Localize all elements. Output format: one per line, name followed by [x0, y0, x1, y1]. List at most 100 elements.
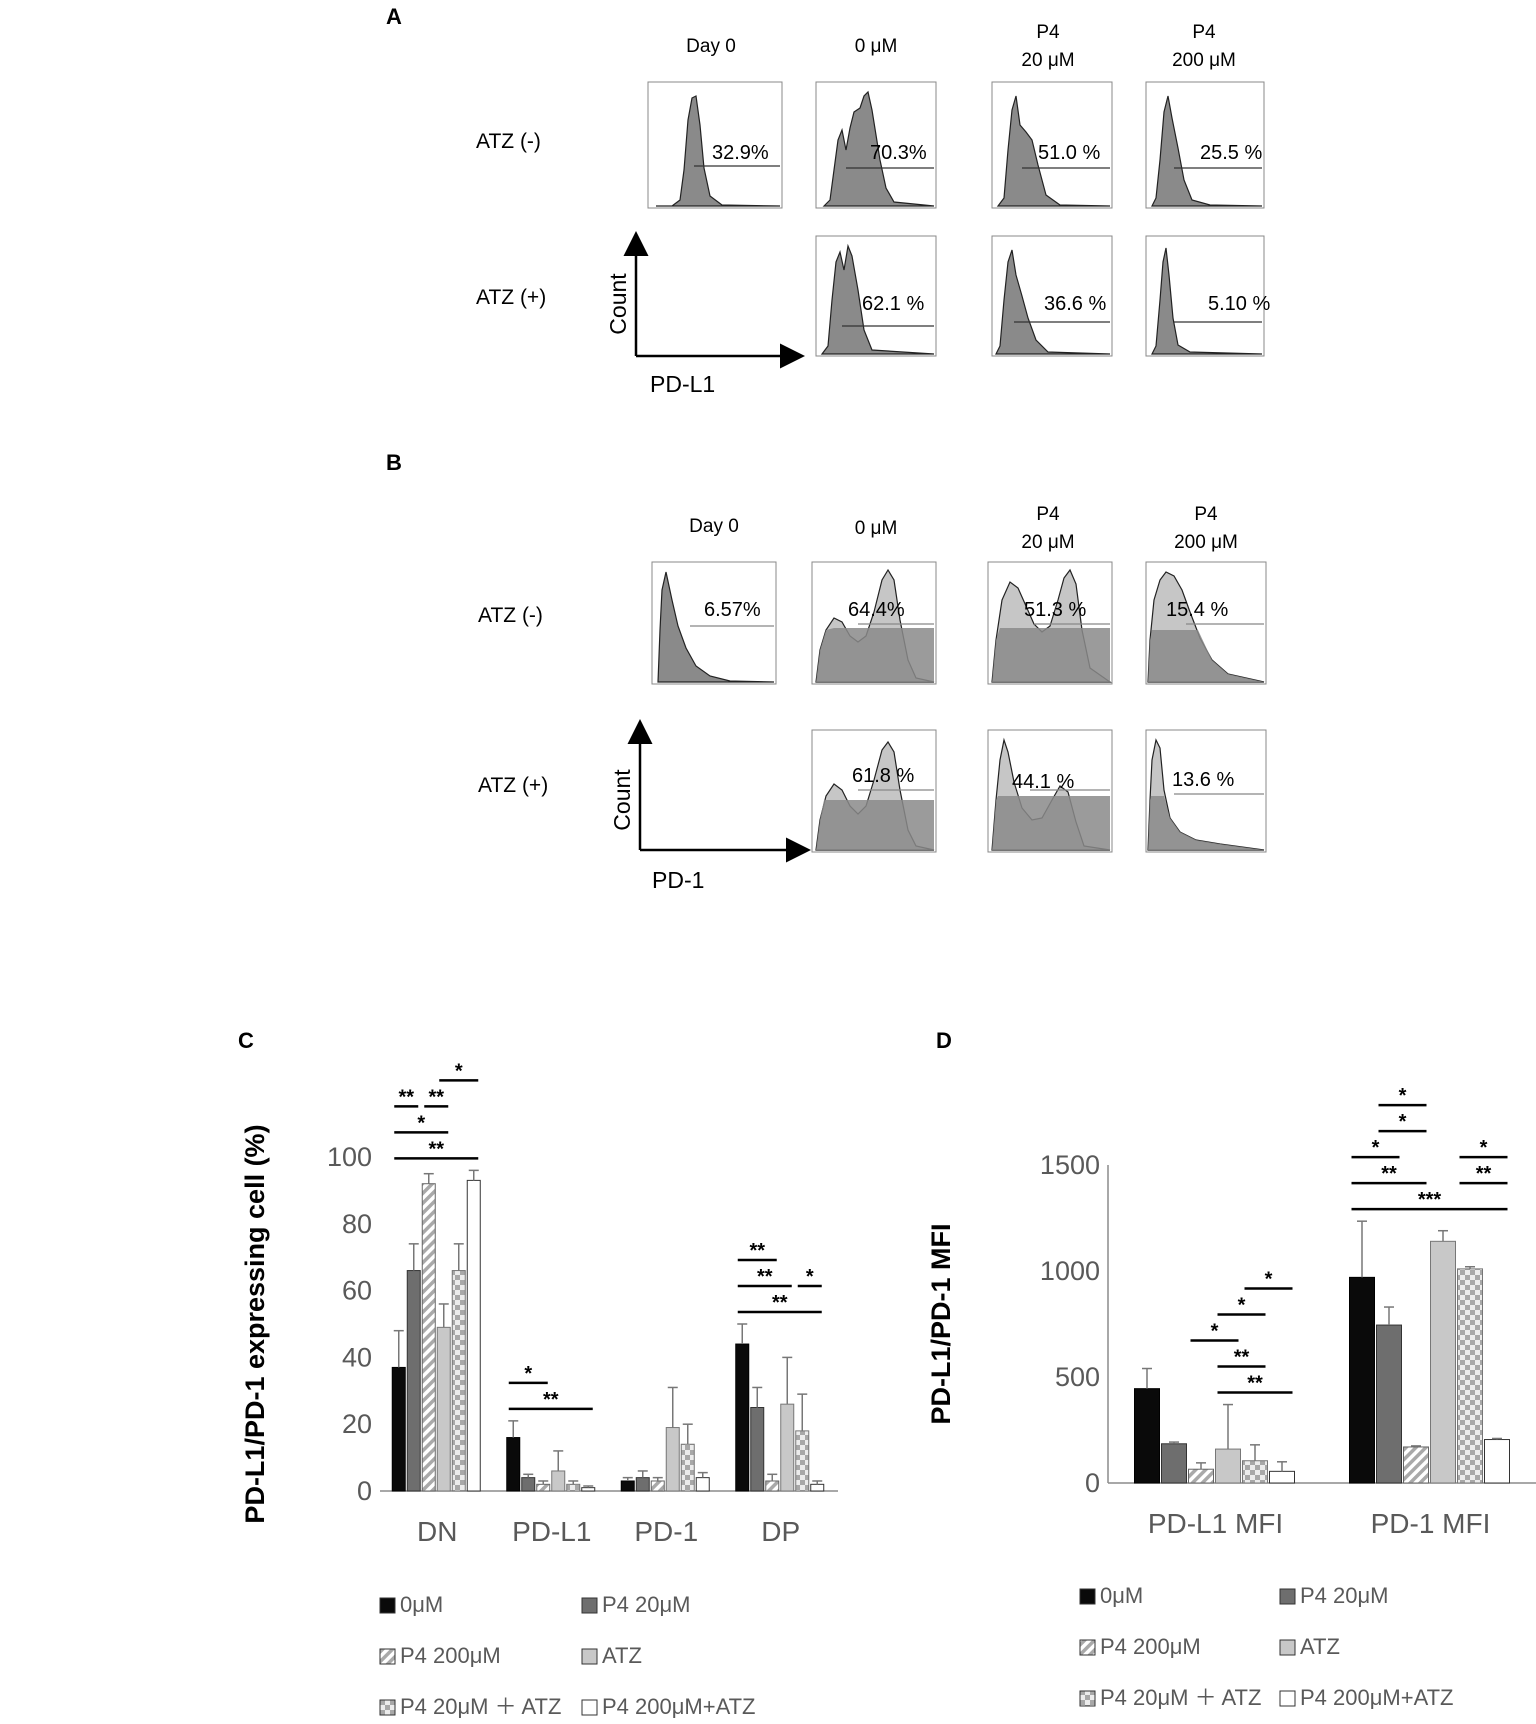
histogram-a-r2-c4: 5.10 % — [1145, 235, 1270, 357]
legend-swatch — [581, 1597, 598, 1614]
pct-a-r2-c3: 36.6 % — [1044, 293, 1106, 315]
legend-swatch — [379, 1648, 396, 1665]
y-axis-title: PD-L1/PD-1 MFI — [926, 1223, 956, 1424]
bar — [735, 1343, 750, 1492]
significance-marker: * — [806, 1266, 814, 1288]
panel-c: C 0 20 40 60 80 100 PD-L1/PD-1 expressing cell… — [238, 1028, 838, 1719]
bar — [1269, 1470, 1295, 1484]
y-tick-label: 40 — [342, 1342, 372, 1372]
legend-swatch — [1279, 1690, 1296, 1707]
histogram-a-r1-c4: 25.5 % — [1145, 81, 1265, 209]
legend-swatch — [1279, 1588, 1296, 1605]
significance-marker: * — [1238, 1295, 1246, 1317]
significance-marker: ** — [749, 1240, 765, 1262]
pct-b-r1-c1: 6.57% — [704, 599, 761, 621]
histogram-b-r2-c2: 61.8 % — [811, 729, 937, 853]
significance-marker: ** — [1234, 1347, 1250, 1369]
category-label: PD-1 — [634, 1516, 698, 1547]
bar — [1376, 1324, 1402, 1484]
bar — [810, 1483, 825, 1492]
significance-marker: * — [1399, 1085, 1407, 1107]
pct-a-r2-c4: 5.10 % — [1208, 293, 1270, 315]
panel-b-y-axis-label: Count — [609, 769, 635, 831]
legend-swatch — [379, 1699, 396, 1716]
bar — [1403, 1446, 1429, 1484]
significance-marker: ** — [1247, 1373, 1263, 1395]
legend-swatch — [379, 1597, 396, 1614]
panel-b-col-4-line1: P4 — [1194, 504, 1218, 525]
bar — [1215, 1448, 1241, 1484]
bar — [466, 1179, 481, 1492]
y-tick-label: 0 — [357, 1476, 372, 1506]
histogram-a-r1-c2: 70.3% — [815, 81, 937, 209]
panel-a-y-axis-label: Count — [605, 273, 631, 335]
panel-a-column-headers: Day 0 0 μM P4 20 μM P4 200 μM — [686, 22, 1236, 71]
category-label: PD-1 MFI — [1371, 1508, 1491, 1539]
legend-swatch — [581, 1699, 598, 1716]
legend-label: ATZ — [602, 1643, 642, 1668]
pct-b-r2-c2: 61.8 % — [852, 765, 914, 787]
y-tick-label: 60 — [342, 1276, 372, 1306]
panel-b-col-1-line2: Day 0 — [689, 516, 739, 537]
legend-label: ATZ — [1300, 1634, 1340, 1659]
bar — [536, 1483, 551, 1492]
pct-b-r1-c2: 64.4% — [848, 599, 905, 621]
bar — [1242, 1460, 1268, 1484]
legend-label: P4 200μM — [1100, 1634, 1201, 1659]
panel-a-axis-schematic: Count PD-L1 — [605, 231, 805, 397]
legend-d: 0μM P4 20μM P4 200μM ATZ P4 20μM ＋ ATZ P4 200… — [1079, 1583, 1454, 1710]
bar — [750, 1407, 765, 1492]
y-axis-title: PD-L1/PD-1 expressing cell (%) — [240, 1124, 270, 1523]
category-label: PD-L1 MFI — [1148, 1508, 1283, 1539]
significance-marker: * — [1399, 1111, 1407, 1133]
significance-marker: ** — [398, 1086, 414, 1108]
legend-swatch — [581, 1648, 598, 1665]
bar — [620, 1480, 635, 1492]
bar — [421, 1183, 436, 1492]
bar — [665, 1427, 680, 1492]
bar — [1349, 1276, 1375, 1484]
y-tick-label: 1000 — [1040, 1256, 1100, 1286]
panel-c-letter: C — [238, 1028, 254, 1053]
y-tick-label: 20 — [342, 1409, 372, 1439]
significance-marker: * — [1480, 1137, 1488, 1159]
bar — [635, 1477, 650, 1492]
panel-b-col-3-line1: P4 — [1036, 504, 1060, 525]
significance-marker: * — [524, 1363, 532, 1385]
bar — [451, 1270, 466, 1492]
y-tick-label: 80 — [342, 1209, 372, 1239]
legend-label: P4 20μM — [602, 1592, 691, 1617]
panel-a-col-2-line2: 0 μM — [855, 36, 898, 57]
panel-a-row-label-1: ATZ (-) — [476, 130, 541, 153]
pct-a-r1-c2: 70.3% — [870, 142, 927, 164]
bar — [650, 1480, 665, 1492]
bar — [436, 1326, 451, 1492]
y-tick-label: 1500 — [1040, 1150, 1100, 1180]
significance-marker: ** — [1381, 1163, 1397, 1185]
legend-label: 0μM — [1100, 1583, 1143, 1608]
panel-d-letter: D — [936, 1028, 952, 1053]
pct-a-r2-c2: 62.1 % — [862, 293, 924, 315]
panel-b-col-3-line2: 20 μM — [1021, 532, 1074, 553]
legend-c: 0μM P4 20μM P4 200μM ATZ P4 20μM ＋ ATZ P4 200… — [379, 1592, 756, 1719]
panel-a-letter: A — [386, 4, 402, 29]
bar — [795, 1430, 810, 1492]
bar — [1161, 1443, 1187, 1484]
significance-marker: ** — [772, 1292, 788, 1314]
bar — [1457, 1268, 1483, 1484]
panel-a-row-label-2: ATZ (+) — [476, 286, 546, 309]
panel-b-column-headers: Day 0 0 μM P4 20 μM P4 200 μM — [689, 504, 1238, 553]
panel-a-x-axis-label: PD-L1 — [650, 371, 715, 397]
bar — [1430, 1240, 1456, 1484]
panel-a-col-3-line2: 20 μM — [1021, 50, 1074, 71]
y-tick-label: 500 — [1055, 1362, 1100, 1392]
histogram-b-r1-c1: 6.57% — [651, 561, 777, 685]
significance-marker: * — [1265, 1269, 1273, 1291]
histogram-a-r2-c2: 62.1 % — [815, 235, 937, 357]
bar — [551, 1470, 566, 1492]
bar — [1484, 1439, 1510, 1484]
significance-marker: *** — [1418, 1189, 1442, 1211]
y-tick-label: 0 — [1085, 1468, 1100, 1498]
panel-b-x-axis-label: PD-1 — [652, 867, 704, 893]
